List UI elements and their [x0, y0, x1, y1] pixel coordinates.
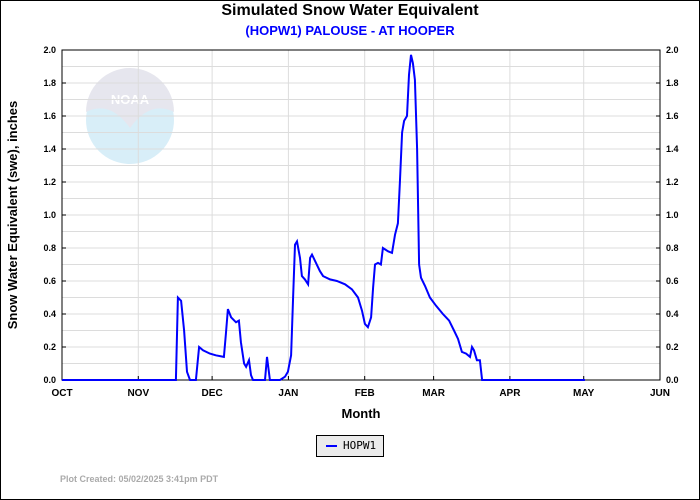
y-tick-label-right: 2.0	[666, 45, 679, 55]
x-tick-label: MAR	[422, 388, 446, 399]
series-line-hopw1	[62, 54, 585, 381]
y-tick-label: 0.8	[43, 243, 56, 253]
legend-swatch	[326, 445, 337, 447]
y-tick-label: 2.0	[43, 45, 56, 55]
y-tick-label: 0.2	[43, 342, 56, 352]
x-tick-label: MAY	[573, 388, 595, 399]
chart-subtitle: (HOPW1) PALOUSE - AT HOOPER	[245, 23, 455, 38]
y-tick-label-right: 0.2	[666, 342, 679, 352]
y-tick-label: 0.4	[43, 309, 56, 319]
x-tick-label: OCT	[51, 388, 72, 399]
y-tick-label-right: 0.6	[666, 276, 679, 286]
y-tick-label-right: 1.2	[666, 177, 679, 187]
y-tick-label-right: 1.8	[666, 78, 679, 88]
x-tick-label: APR	[499, 388, 521, 399]
y-axis-label: Snow Water Equivalent (swe), inches	[5, 101, 20, 330]
y-tick-label: 1.6	[43, 111, 56, 121]
legend: HOPW1	[316, 435, 384, 457]
y-tick-label-right: 1.6	[666, 111, 679, 121]
x-tick-label: JAN	[278, 388, 298, 399]
y-tick-label-right: 1.4	[666, 144, 679, 154]
x-tick-label: JUN	[650, 388, 670, 399]
y-tick-label-right: 0.8	[666, 243, 679, 253]
chart-title: Simulated Snow Water Equivalent	[221, 2, 479, 19]
y-tick-label-right: 0.0	[666, 375, 679, 385]
x-tick-label: NOV	[127, 388, 149, 399]
y-tick-label: 0.6	[43, 276, 56, 286]
y-tick-label: 1.4	[43, 144, 56, 154]
y-tick-label: 1.0	[43, 210, 56, 220]
x-tick-label: DEC	[202, 388, 223, 399]
plot-created-text: Plot Created: 05/02/2025 3:41pm PDT	[60, 474, 219, 484]
y-tick-label: 1.8	[43, 78, 56, 88]
legend-label: HOPW1	[343, 439, 377, 452]
y-tick-label: 0.0	[43, 375, 56, 385]
x-tick-label: FEB	[355, 388, 375, 399]
y-tick-label-right: 1.0	[666, 210, 679, 220]
x-axis-label: Month	[342, 406, 381, 421]
y-tick-label-right: 0.4	[666, 309, 679, 319]
y-tick-label: 1.2	[43, 177, 56, 187]
